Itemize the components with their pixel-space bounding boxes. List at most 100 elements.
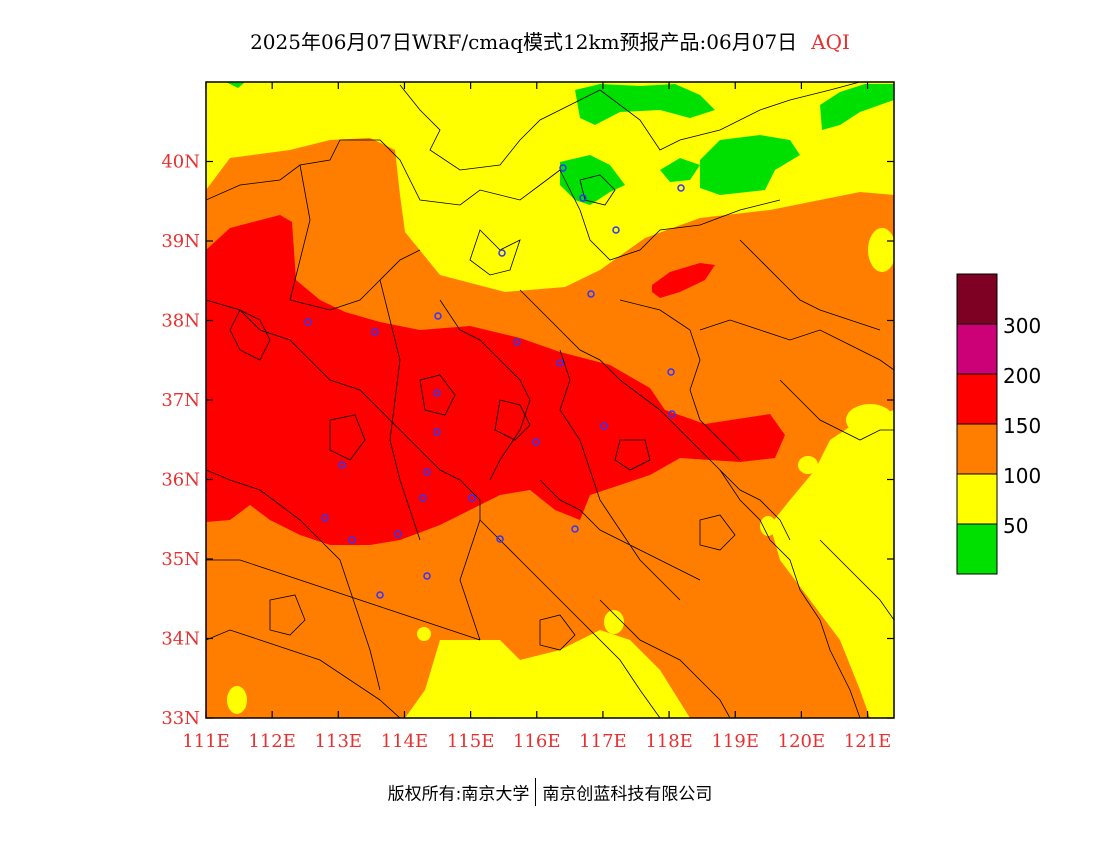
y-tick-label: 34N [161,629,200,650]
x-tick-label: 119E [711,731,759,752]
boundary-line [206,299,441,471]
boundary-line [559,169,781,261]
aqi-area-green [700,135,800,195]
legend-label: 100 [1003,464,1041,488]
boundary-line [619,299,741,461]
boundary-line [479,519,661,718]
map-axes: 111E 112E 113E 114E 115E 116E 117E 118E 119E 120E… [161,82,894,752]
legend-label: 150 [1003,414,1041,438]
boundary-line [289,164,421,311]
boundary-line [379,279,421,541]
x-tick-label: 120E [778,731,826,752]
boundary-line [269,594,306,636]
legend-swatch [956,373,998,425]
y-tick-label: 39N [161,231,200,252]
boundary-line [206,629,401,718]
city-marker [434,312,442,320]
city-marker [668,410,676,418]
aqi-area-red [652,263,715,298]
company-text: 南京创蓝科技有限公司 [542,784,713,805]
aqi-area-green [820,84,894,130]
boundary-line [739,239,881,331]
x-tick-label: 121E [844,731,892,752]
boundary-line [779,379,894,441]
copyright-text: 版权所有:南京大学 [387,784,530,805]
boundary-line [229,309,271,361]
x-tick-label: 116E [513,731,561,752]
boundary-line [206,559,481,641]
city-marker [338,461,346,469]
legend-swatch [956,523,998,575]
aqi-pocket-yellow [798,456,818,474]
boundary-line [719,469,861,718]
boundary-line [206,469,381,691]
boundary-line [819,539,894,621]
boundary-line [599,82,861,151]
legend-swatch [956,423,998,475]
boundary-lines [206,82,894,718]
boundary-line [699,319,894,371]
aqi-area-green [560,155,625,205]
city-marker [612,226,620,234]
boundary-line [419,374,456,416]
city-marker [423,572,431,580]
x-tick-label: 113E [315,731,363,752]
city-marker [376,591,384,599]
x-tick-label: 115E [447,731,495,752]
footer-separator [535,778,537,806]
y-tick-label: 36N [161,470,200,491]
city-marker [433,389,441,397]
aqi-pocket-yellow [604,610,624,634]
legend-label: 300 [1003,314,1041,338]
x-tick-label: 111E [182,731,230,752]
city-marker [371,328,379,336]
aqi-fill-layer [206,82,894,718]
y-tick-label: 35N [161,549,200,570]
city-marker [571,525,579,533]
boundary-line [614,439,651,471]
city-marker [579,194,587,202]
boundary-line [494,399,531,441]
y-tick-label: 38N [161,311,200,332]
title-variable: AQI [811,30,850,54]
city-marker [587,290,595,298]
city-marker [667,368,675,376]
y-tick-label: 40N [161,152,200,173]
city-marker [600,422,608,430]
aqi-area-green [575,84,715,125]
aqi-area-red [206,215,785,545]
boundary-line [599,599,731,718]
boundary-line [539,614,576,651]
title-main: 2025年06月07日WRF/cmaq模式12km预报产品:06月07日 [250,30,798,54]
boundary-line [559,349,681,601]
aqi-pocket-yellow [417,627,431,641]
aqi-area-green [660,158,700,182]
city-marker [423,468,431,476]
city-marker [468,494,476,502]
city-marker [304,318,312,326]
legend-label: 50 [1003,514,1028,538]
city-marker [556,359,564,367]
city-marker [321,514,329,522]
boundary-line [699,514,736,551]
city-markers [304,164,685,599]
x-tick-label: 117E [579,731,627,752]
x-tick-label: 114E [381,731,429,752]
aqi-pocket-yellow [846,404,894,436]
y-tick-label: 33N [161,708,200,729]
aqi-area-green [226,82,245,88]
city-marker [559,164,567,172]
legend-label: 200 [1003,364,1041,388]
boundary-line [399,84,601,171]
boundary-line [439,469,481,641]
city-marker [496,535,504,543]
city-marker [433,428,441,436]
aqi-pocket-yellow [760,516,776,536]
city-marker [532,438,540,446]
city-marker [419,494,427,502]
legend-swatch [956,323,998,375]
city-marker [677,184,685,192]
legend-swatch [956,273,998,325]
x-tick-label: 112E [248,731,296,752]
